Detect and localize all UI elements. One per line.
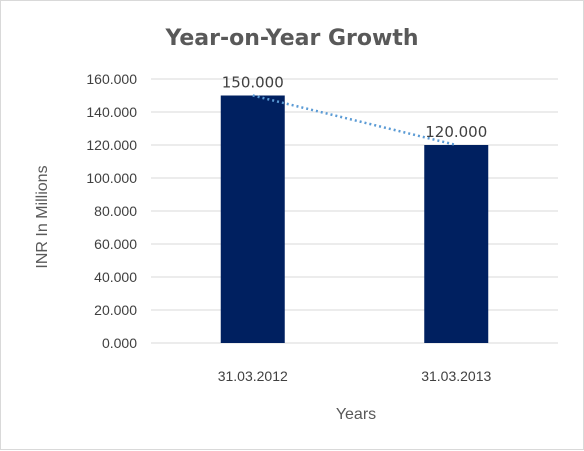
- bar: [220, 95, 285, 343]
- y-tick-label: 140.000: [86, 104, 137, 120]
- data-label: 120.000: [425, 123, 487, 141]
- y-axis-title: INR In Millions: [34, 165, 51, 268]
- y-axis-ticks: 0.000 20.000 40.000 60.000 80.000 100.000 120.…: [86, 71, 137, 351]
- bars: [220, 95, 489, 343]
- y-tick-label: 0.000: [102, 335, 137, 351]
- y-tick-label: 80.000: [94, 203, 137, 219]
- y-tick-label: 100.000: [86, 170, 137, 186]
- x-axis-ticks: 31.03.2012 31.03.2013: [218, 368, 492, 384]
- y-tick-label: 60.000: [94, 236, 137, 252]
- bar: [424, 145, 489, 343]
- y-tick-label: 160.000: [86, 71, 137, 87]
- x-tick-label: 31.03.2012: [218, 368, 288, 384]
- chart-title: Year-on-Year Growth: [164, 26, 418, 51]
- data-labels: 150.000 120.000: [222, 74, 488, 142]
- gridlines: [151, 78, 558, 344]
- x-tick-label: 31.03.2013: [421, 368, 491, 384]
- y-tick-label: 120.000: [86, 137, 137, 153]
- y-tick-label: 20.000: [94, 302, 137, 318]
- data-label: 150.000: [222, 74, 284, 92]
- x-axis-title: Years: [336, 406, 376, 423]
- y-tick-label: 40.000: [94, 269, 137, 285]
